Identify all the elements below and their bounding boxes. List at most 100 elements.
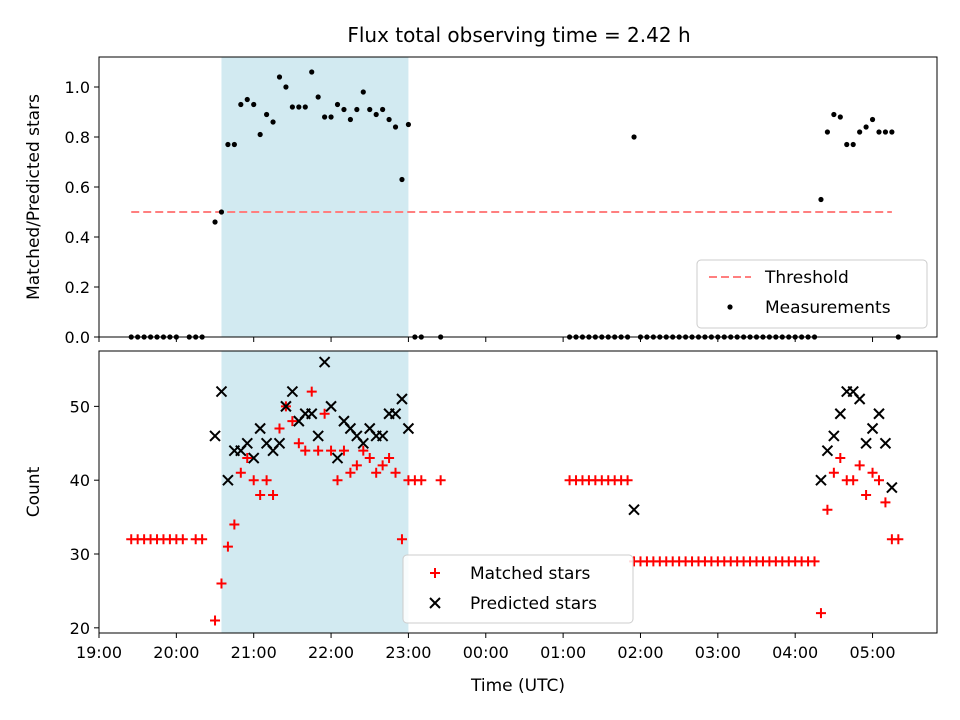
measurement-point bbox=[347, 116, 353, 123]
matched-star-point bbox=[835, 453, 846, 464]
legend-box bbox=[402, 554, 634, 624]
legend-matched-label: Matched stars bbox=[470, 564, 590, 584]
measurement-point bbox=[315, 94, 321, 100]
matched-star-point bbox=[351, 460, 362, 471]
x-tick-label: 23:00 bbox=[385, 643, 431, 662]
measurement-point bbox=[251, 101, 257, 108]
measurement-point bbox=[824, 129, 831, 135]
matched-star-point bbox=[319, 408, 330, 419]
y-axis-label: Matched/Predicted stars bbox=[24, 94, 44, 300]
matched-star-point bbox=[300, 445, 311, 456]
predicted-star-point bbox=[312, 430, 324, 442]
measurement-point bbox=[399, 176, 405, 183]
predicted-star-point bbox=[376, 430, 389, 442]
x-tick-label: 19:00 bbox=[76, 643, 122, 662]
y-tick-label: 50 bbox=[70, 397, 90, 416]
measurement-point bbox=[296, 104, 302, 110]
legend: Threshold Measurements bbox=[696, 259, 928, 329]
predicted-star-point bbox=[873, 408, 885, 420]
y-tick-label: 40 bbox=[70, 471, 90, 490]
plot-frame bbox=[98, 56, 938, 338]
matched-star-point bbox=[229, 519, 240, 530]
predicted-star-point bbox=[821, 444, 834, 457]
matched-star-point bbox=[873, 475, 884, 486]
measurement-point bbox=[837, 114, 843, 120]
matched-star-point bbox=[371, 467, 382, 478]
matched-star-point bbox=[396, 534, 407, 545]
legend-measurements-label: Measurements bbox=[765, 298, 891, 318]
measurement-point bbox=[289, 104, 295, 110]
matched-star-point bbox=[854, 460, 865, 471]
matched-star-point bbox=[880, 497, 891, 508]
predicted-star-point bbox=[222, 474, 234, 486]
predicted-star-point bbox=[396, 393, 408, 405]
measurement-point bbox=[257, 131, 263, 138]
matched-star-point bbox=[416, 475, 427, 486]
predicted-star-point bbox=[273, 437, 286, 449]
predicted-star-point bbox=[248, 452, 260, 464]
legend-predicted-swatch bbox=[429, 597, 441, 609]
matched-star-point bbox=[274, 423, 285, 434]
x-tick-label: 20:00 bbox=[153, 643, 199, 662]
measurement-point bbox=[270, 119, 276, 125]
matched-star-point bbox=[242, 453, 253, 464]
matched-star-point bbox=[809, 556, 820, 567]
matched-star-point bbox=[287, 416, 298, 427]
measurement-point bbox=[354, 106, 360, 113]
measurement-point bbox=[857, 129, 863, 135]
legend-threshold-label: Threshold bbox=[764, 268, 849, 288]
plot-frame bbox=[98, 350, 938, 634]
matched-star-point bbox=[197, 534, 208, 545]
measurement-point bbox=[818, 196, 824, 203]
measurement-point bbox=[405, 121, 412, 128]
series-predicted-stars bbox=[209, 356, 898, 516]
predicted-star-point bbox=[306, 408, 318, 420]
y-tick-label: 1.0 bbox=[65, 78, 90, 97]
matched-star-point bbox=[815, 608, 826, 619]
predicted-star-point bbox=[886, 481, 898, 494]
matched-star-point bbox=[861, 489, 872, 500]
matched-star-point bbox=[268, 489, 279, 500]
y-tick-label: 0.6 bbox=[65, 178, 90, 197]
measurement-point bbox=[283, 84, 289, 90]
matched-star-point bbox=[893, 534, 904, 545]
measurement-point bbox=[231, 141, 237, 148]
matched-star-point bbox=[248, 475, 259, 486]
measurement-point bbox=[334, 101, 341, 108]
highlight-span bbox=[221, 351, 409, 633]
measurement-point bbox=[360, 89, 366, 95]
predicted-star-point bbox=[834, 408, 847, 420]
matched-star-point bbox=[177, 534, 188, 545]
measurement-point bbox=[844, 141, 850, 148]
y-tick-label: 0.4 bbox=[65, 228, 90, 247]
x-tick-label: 01:00 bbox=[540, 643, 586, 662]
measurement-point bbox=[309, 69, 315, 75]
predicted-star-point bbox=[828, 430, 840, 442]
measurement-point bbox=[367, 106, 373, 113]
measurement-point bbox=[882, 129, 889, 135]
measurement-point bbox=[225, 141, 231, 148]
measurement-point bbox=[238, 101, 244, 108]
measurement-point bbox=[373, 111, 379, 118]
measurement-point bbox=[863, 124, 869, 130]
measurement-point bbox=[264, 111, 270, 118]
x-tick-label: 02:00 bbox=[617, 643, 663, 662]
y-axis-label: Count bbox=[24, 466, 44, 517]
matched-star-point bbox=[216, 578, 227, 589]
matched-star-point bbox=[828, 467, 839, 478]
matched-star-point bbox=[222, 541, 233, 552]
predicted-star-point bbox=[860, 437, 872, 449]
predicted-star-point bbox=[866, 422, 879, 435]
measurement-point bbox=[322, 114, 328, 120]
measurement-point bbox=[850, 141, 856, 148]
predicted-star-point bbox=[815, 474, 827, 486]
matched-star-point bbox=[435, 475, 446, 486]
measurement-point bbox=[876, 129, 882, 135]
x-tick-label: 00:00 bbox=[463, 643, 509, 662]
measurement-point bbox=[244, 96, 250, 103]
y-tick-label: 0.0 bbox=[65, 328, 90, 347]
measurement-point bbox=[302, 104, 308, 110]
matched-star-point bbox=[867, 467, 878, 478]
matched-star-point bbox=[235, 467, 246, 478]
